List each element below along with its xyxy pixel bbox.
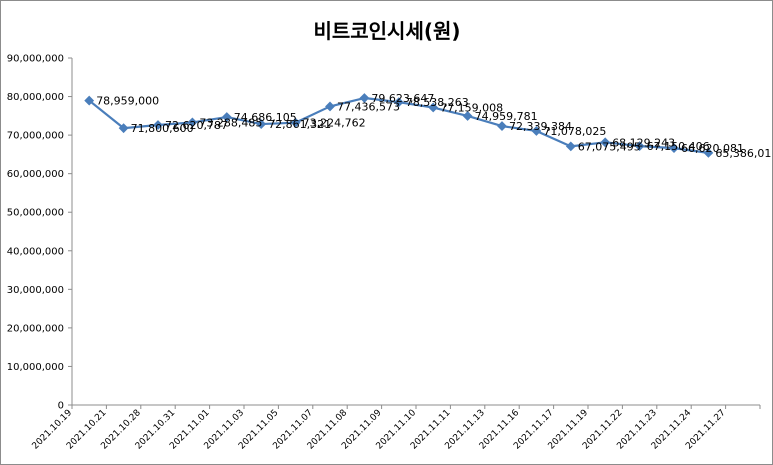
data-point-marker [393, 97, 404, 108]
data-point-marker [531, 126, 542, 136]
y-tick-label: 30,000,000 [7, 285, 64, 296]
y-tick-label: 90,000,000 [7, 54, 64, 65]
data-point-marker [600, 137, 611, 148]
data-label: 77,159,008 [440, 102, 503, 115]
data-label: 73,288,485 [199, 116, 262, 129]
data-label: 78,959,000 [96, 95, 159, 108]
chart-title: 비트코인시세(원) [313, 19, 460, 43]
data-point-marker [256, 119, 267, 129]
data-label: 72,620,787 [165, 119, 228, 132]
data-point-marker [428, 102, 439, 113]
data-label: 68,129,243 [612, 136, 675, 149]
data-label: 67,075,495 [578, 140, 641, 153]
data-point-marker [359, 93, 370, 103]
data-label: 78,538,263 [406, 96, 469, 109]
data-point-marker [187, 117, 198, 128]
data-point-marker [462, 111, 473, 121]
data-point-marker [221, 112, 232, 122]
data-label: 66,620,081 [681, 142, 744, 155]
data-point-marker [325, 101, 335, 112]
data-point-marker [669, 143, 679, 154]
y-tick-label: 40,000,000 [7, 246, 64, 257]
data-label: 72,861,321 [268, 118, 331, 131]
data-label: 79,623,647 [371, 92, 434, 105]
data-point-marker [84, 95, 95, 106]
data-label: 73,224,762 [303, 117, 366, 130]
data-label: 74,959,781 [475, 110, 538, 123]
y-tick-label: 70,000,000 [7, 131, 64, 142]
data-label: 67,150,406 [647, 140, 710, 153]
data-label: 72,339,384 [509, 120, 572, 133]
y-tick-label: 10,000,000 [7, 362, 64, 373]
data-point-marker [153, 120, 163, 130]
data-label: 65,386,019 [715, 147, 772, 160]
data-point-marker [497, 121, 507, 131]
data-label: 74,686,105 [234, 111, 297, 124]
data-point-marker [703, 147, 714, 158]
data-label: 71,800,600 [131, 122, 194, 135]
data-label: 77,436,573 [337, 100, 400, 113]
data-point-marker [634, 141, 645, 152]
y-tick-label: 80,000,000 [7, 92, 64, 103]
y-tick-label: 0 [58, 401, 64, 412]
data-point-marker [118, 123, 129, 134]
data-label: 71,078,025 [543, 125, 606, 138]
y-tick-label: 20,000,000 [7, 323, 64, 334]
y-tick-label: 50,000,000 [7, 208, 64, 219]
y-tick-label: 60,000,000 [7, 169, 64, 180]
data-point-marker [290, 117, 301, 128]
data-point-marker [565, 141, 576, 152]
